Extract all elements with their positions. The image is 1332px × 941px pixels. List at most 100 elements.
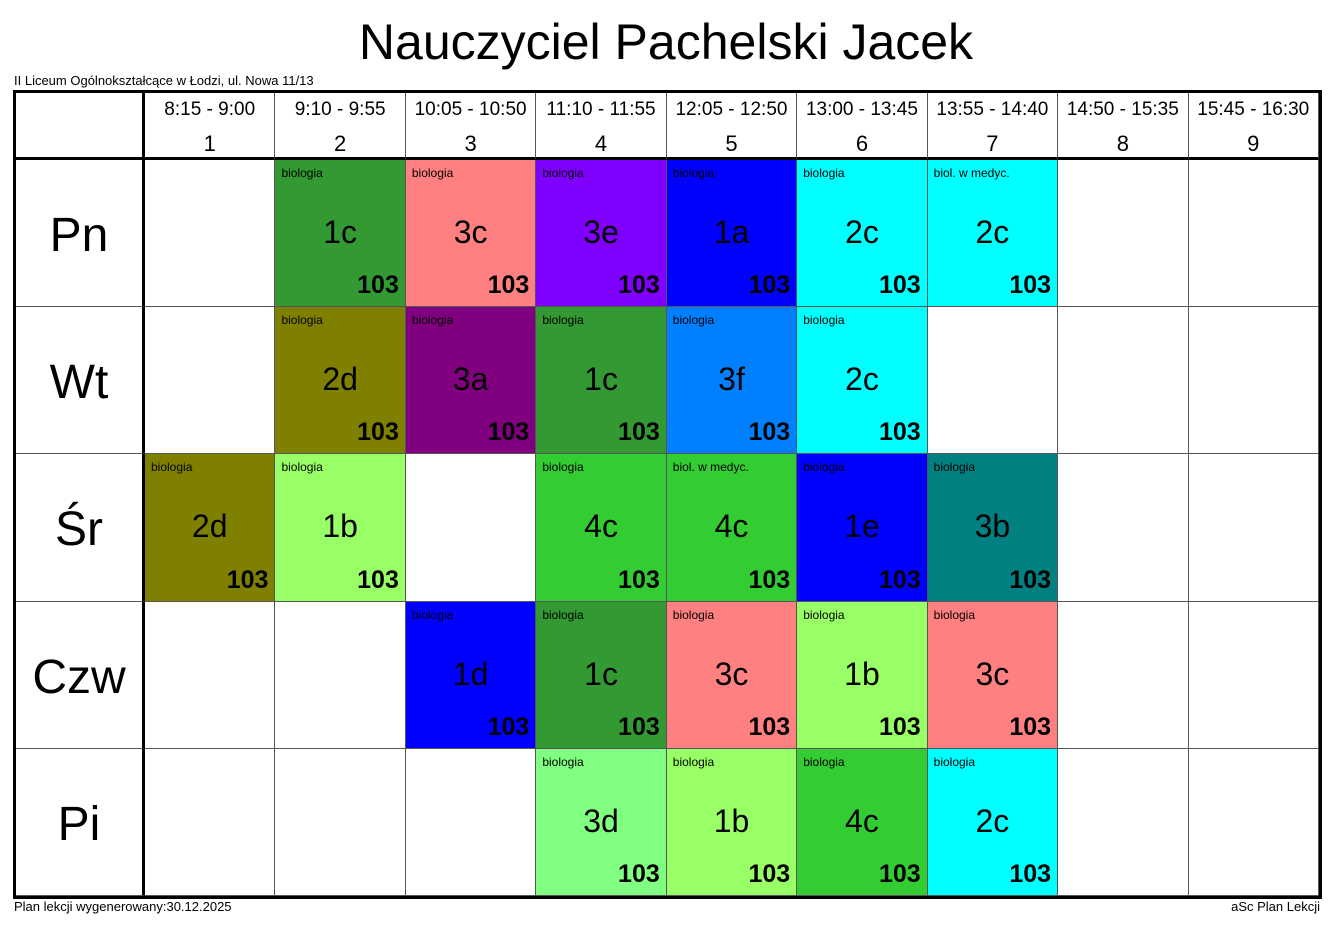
lesson-cell: biol. w medyc. 2c 103 [927,160,1059,308]
lesson-class: 4c [845,802,879,839]
lesson-class: 2d [322,361,358,398]
lesson-cell: biologia 1a 103 [666,160,798,308]
lesson-class: 1d [452,655,489,692]
empty-cell [1058,454,1189,602]
lesson-cell: biologia 2c 103 [797,160,928,308]
lesson-room: 103 [618,859,660,888]
lesson-cell: biologia 3c 103 [927,601,1059,749]
lesson-subject: biologia [803,607,845,622]
period-header: 14:50 - 15:35 8 [1058,93,1189,160]
lesson-cell: biologia 1c 103 [275,160,406,308]
lesson-cell: biologia 3f 103 [666,307,798,455]
period-number: 2 [334,131,347,156]
lesson-room: 103 [487,418,530,447]
period-time: 14:50 - 15:35 [1066,99,1179,120]
lesson-class: 2c [975,214,1010,250]
corner-cell [16,93,145,160]
lesson-subject: biologia [411,607,454,622]
lesson-cell: biologia 2c 103 [927,748,1059,896]
lesson-subject: biologia [672,607,715,622]
day-name: Czw [32,650,126,704]
period-header: 10:05 - 10:50 3 [405,93,537,160]
lesson-room: 103 [1009,859,1052,888]
empty-cell [275,601,406,749]
lesson-class: 1e [844,508,880,545]
lesson-class: 2c [845,214,879,250]
lesson-cell: biologia 1c 103 [536,601,667,749]
lesson-subject: biologia [803,166,845,180]
lesson-cell: biologia 3d 103 [536,748,667,896]
lesson-class: 3c [714,655,749,692]
lesson-cell: biologia 1b 103 [275,454,406,602]
period-header: 9:10 - 9:55 2 [275,93,406,160]
period-header: 13:55 - 14:40 7 [927,93,1059,160]
lesson-class: 2c [975,802,1010,839]
lesson-class: 1c [584,361,618,398]
software: aSc Plan Lekcji [1231,899,1320,914]
period-time: 13:00 - 13:45 [805,99,918,120]
empty-cell [1188,160,1319,308]
empty-cell [1058,748,1189,896]
period-time: 8:15 - 9:00 [164,99,256,120]
lesson-subject: biologia [542,754,584,769]
empty-cell [145,307,276,455]
lesson-room: 103 [357,565,399,594]
lesson-cell: biologia 1b 103 [797,601,928,749]
period-number: 5 [725,131,738,156]
lesson-class: 1c [323,214,358,250]
lesson-cell: biologia 3b 103 [927,454,1059,602]
lesson-room: 103 [878,418,921,447]
period-time: 15:45 - 16:30 [1197,99,1310,120]
lesson-subject: biologia [803,460,845,475]
lesson-subject: biologia [542,460,584,475]
day-name: Wt [49,356,109,410]
lesson-cell: biologia 4c 103 [536,454,667,602]
lesson-room: 103 [618,565,660,594]
day-header: Wt [16,307,145,455]
timetable: 8:15 - 9:00 1 9:10 - 9:55 2 10:05 - 10:50 3 11… [13,90,1322,899]
empty-cell [275,748,406,896]
lesson-class: 3b [974,508,1011,545]
lesson-class: 3d [583,802,619,839]
period-header: 11:10 - 11:55 4 [536,93,667,160]
lesson-class: 3c [975,655,1010,692]
lesson-room: 103 [878,271,921,300]
lesson-subject: biologia [933,607,976,622]
lesson-room: 103 [878,712,921,741]
lesson-class: 1b [844,655,880,692]
day-header: Śr [16,454,145,602]
lesson-subject: biologia [411,166,454,180]
lesson-class: 3f [718,361,745,398]
lesson-cell: biologia 3c 103 [666,601,798,749]
lesson-subject: biologia [933,460,976,475]
period-time: 13:55 - 14:40 [936,99,1049,120]
lesson-cell: biologia 1e 103 [797,454,928,602]
lesson-room: 103 [748,712,791,741]
period-number: 9 [1247,131,1260,156]
lesson-room: 103 [618,271,660,300]
lesson-room: 103 [357,418,399,447]
period-number: 7 [986,131,999,156]
lesson-cell: biologia 1b 103 [666,748,798,896]
period-number: 8 [1116,131,1129,156]
lesson-cell: biologia 3c 103 [405,160,537,308]
lesson-room: 103 [748,418,791,447]
lesson-subject: biologia [542,313,584,328]
period-number: 6 [855,131,869,156]
empty-cell [405,748,537,896]
day-name: Pi [57,797,101,851]
lesson-room: 103 [1009,271,1052,300]
lesson-room: 103 [618,418,660,447]
empty-cell [1188,601,1319,749]
lesson-class: 3a [452,361,489,398]
period-time: 12:05 - 12:50 [675,99,788,120]
period-number: 1 [203,131,216,156]
lesson-room: 103 [878,859,921,888]
lesson-subject: biologia [542,166,584,180]
lesson-class: 3e [583,214,619,250]
empty-cell [1058,160,1189,308]
empty-cell [1188,454,1319,602]
period-time: 11:10 - 11:55 [546,99,656,120]
lesson-class: 3c [453,214,488,250]
